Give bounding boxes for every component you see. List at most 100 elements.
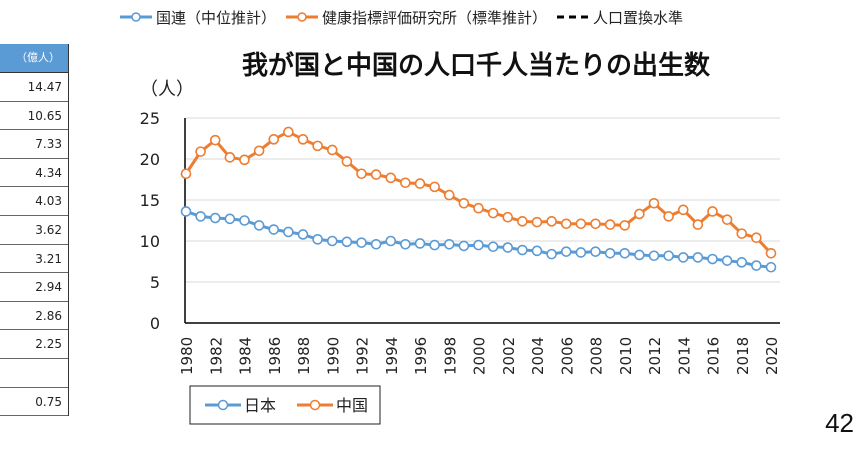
data-point xyxy=(736,257,748,268)
data-point xyxy=(224,152,236,163)
data-point xyxy=(283,226,294,238)
x-tick-label: 2012 xyxy=(646,337,664,375)
marker-icon xyxy=(131,12,141,22)
data-point xyxy=(517,244,528,256)
top-legend-item: 健康指標評価研究所（標準推計） xyxy=(286,9,547,27)
data-point xyxy=(677,204,689,216)
data-point xyxy=(283,126,294,138)
data-point xyxy=(414,178,426,189)
y-tick-label: 0 xyxy=(150,314,160,333)
data-point xyxy=(736,228,748,239)
x-tick-label: 1992 xyxy=(354,337,372,375)
data-point xyxy=(195,211,206,222)
x-tick-label: 1994 xyxy=(383,337,401,375)
data-point xyxy=(751,260,762,271)
table-row: 4.34 xyxy=(0,159,68,188)
x-tick-label: 1998 xyxy=(441,337,459,375)
x-tick-label: 1988 xyxy=(295,337,313,375)
data-point xyxy=(721,214,733,225)
y-axis-label: （人） xyxy=(140,79,194,100)
data-point xyxy=(487,207,499,219)
data-point xyxy=(239,215,250,226)
data-point xyxy=(721,255,733,266)
data-point xyxy=(648,250,660,262)
data-point xyxy=(253,145,265,157)
data-point xyxy=(648,197,660,209)
x-tick-label: 2016 xyxy=(705,337,723,375)
data-point xyxy=(180,168,192,180)
legend-marker-icon xyxy=(309,399,321,411)
top-legend-label: 人口置換水準 xyxy=(593,9,683,27)
data-point xyxy=(575,218,587,230)
table-row: 2.86 xyxy=(0,302,68,331)
data-point xyxy=(663,211,674,222)
top-legend-label: 健康指標評価研究所（標準推計） xyxy=(322,9,547,27)
x-tick-label: 1996 xyxy=(412,337,430,375)
data-point xyxy=(180,206,192,217)
data-point xyxy=(356,168,367,180)
data-point xyxy=(604,248,616,259)
table-row: 2.94 xyxy=(0,273,68,302)
data-point xyxy=(590,246,601,257)
data-point xyxy=(326,235,338,247)
data-point xyxy=(473,239,484,251)
chart-legend: 日本 中国 xyxy=(189,385,381,425)
data-point xyxy=(473,202,484,214)
data-point xyxy=(604,219,616,230)
x-tick-label: 1980 xyxy=(178,337,196,375)
data-point xyxy=(400,177,411,189)
data-point xyxy=(341,156,353,167)
table-row xyxy=(0,359,68,388)
y-tick-label: 20 xyxy=(140,150,160,169)
data-point xyxy=(634,208,645,220)
data-point xyxy=(765,261,777,273)
data-point xyxy=(692,252,704,263)
data-point xyxy=(634,249,645,261)
table-row: 14.47 xyxy=(0,73,68,102)
data-point xyxy=(531,245,543,257)
top-legend-item: 国連（中位推計） xyxy=(120,9,276,27)
x-tick-label: 1982 xyxy=(207,337,225,375)
data-point xyxy=(370,169,382,180)
data-point xyxy=(253,220,265,231)
data-point xyxy=(443,238,455,250)
legend-marker-icon xyxy=(217,399,229,411)
data-point xyxy=(356,237,367,248)
series-line-china xyxy=(184,130,773,255)
data-point xyxy=(400,238,411,250)
data-point xyxy=(502,242,514,253)
data-point xyxy=(619,220,631,231)
data-point xyxy=(575,247,587,258)
data-point xyxy=(546,248,557,260)
data-point xyxy=(341,236,353,248)
data-point xyxy=(663,250,674,262)
top-legend-label: 国連（中位推計） xyxy=(156,9,276,27)
data-point xyxy=(487,241,499,253)
data-point xyxy=(458,240,470,252)
data-point xyxy=(707,206,718,217)
x-tick-label: 2014 xyxy=(675,337,693,375)
data-point xyxy=(297,134,309,145)
data-point xyxy=(224,213,236,225)
data-point xyxy=(239,154,250,166)
table-row: 3.62 xyxy=(0,216,68,245)
data-point xyxy=(707,253,718,265)
page-number: 42 xyxy=(825,408,854,438)
data-point xyxy=(312,234,323,245)
data-point xyxy=(751,232,762,244)
x-tick-label: 2008 xyxy=(588,337,606,375)
legend-label: 中国 xyxy=(336,396,368,415)
data-point xyxy=(619,248,631,259)
data-point xyxy=(531,216,543,228)
x-tick-label: 1990 xyxy=(324,337,342,375)
top-legend-item: 人口置換水準 xyxy=(557,9,683,27)
data-point xyxy=(326,144,338,156)
data-point xyxy=(677,252,689,263)
table-row: 4.03 xyxy=(0,187,68,216)
data-point xyxy=(560,246,572,257)
data-point xyxy=(385,235,397,247)
x-tick-label: 2004 xyxy=(529,337,547,375)
data-point xyxy=(502,211,514,223)
data-point xyxy=(458,197,470,209)
